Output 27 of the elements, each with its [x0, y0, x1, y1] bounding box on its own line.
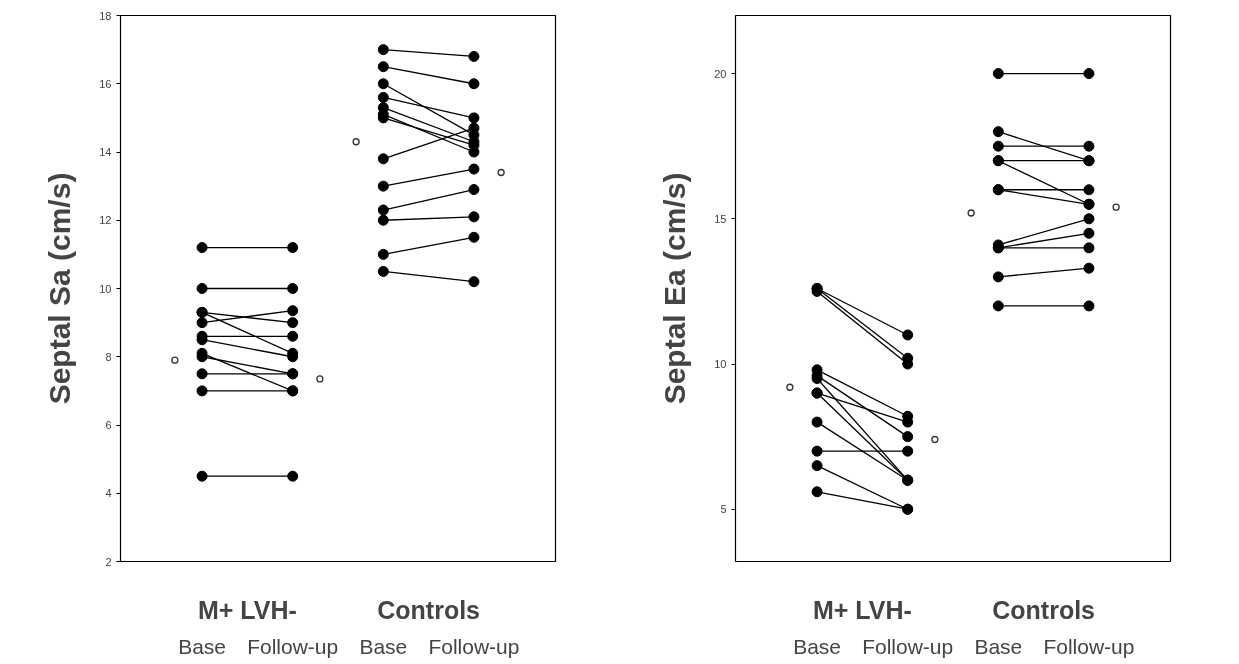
text: Controls: [992, 595, 1096, 624]
x-tick-label: Follow-up: [1043, 634, 1135, 658]
y-tick-label: 15: [714, 212, 727, 225]
y-tick-label: 6: [105, 419, 112, 431]
y-tick-label: 16: [99, 77, 112, 90]
x-tick-label: Base: [359, 634, 408, 658]
y-tick-label: 4: [105, 487, 112, 500]
y-tick-label: 10: [714, 358, 727, 371]
x-tick-label: Follow-up: [862, 634, 954, 658]
y-tick-label: 12: [99, 214, 112, 227]
y-tick-label: 8: [105, 350, 112, 363]
text: M+ LVH-: [812, 595, 912, 624]
text: Controls: [377, 595, 481, 624]
y-tick-label: 2: [105, 555, 112, 568]
x-tick-label: Follow-up: [247, 634, 339, 658]
x-tick-label: Base: [793, 634, 841, 658]
x-tick-label: Base: [178, 634, 226, 658]
y-tick-label: 20: [714, 67, 727, 80]
y-tick-label: 18: [99, 9, 112, 22]
y-axis-title: Septal Sa (cm/s): [43, 172, 77, 405]
x-tick-label: Base: [974, 634, 1023, 658]
x-tick-label: Follow-up: [428, 634, 520, 658]
y-axis-title: Septal Ea (cm/s): [658, 172, 692, 405]
y-tick-label: 5: [720, 503, 727, 516]
y-tick-label: 14: [99, 146, 112, 158]
text: M+ LVH-: [197, 595, 297, 624]
y-tick-label: 10: [99, 282, 112, 295]
